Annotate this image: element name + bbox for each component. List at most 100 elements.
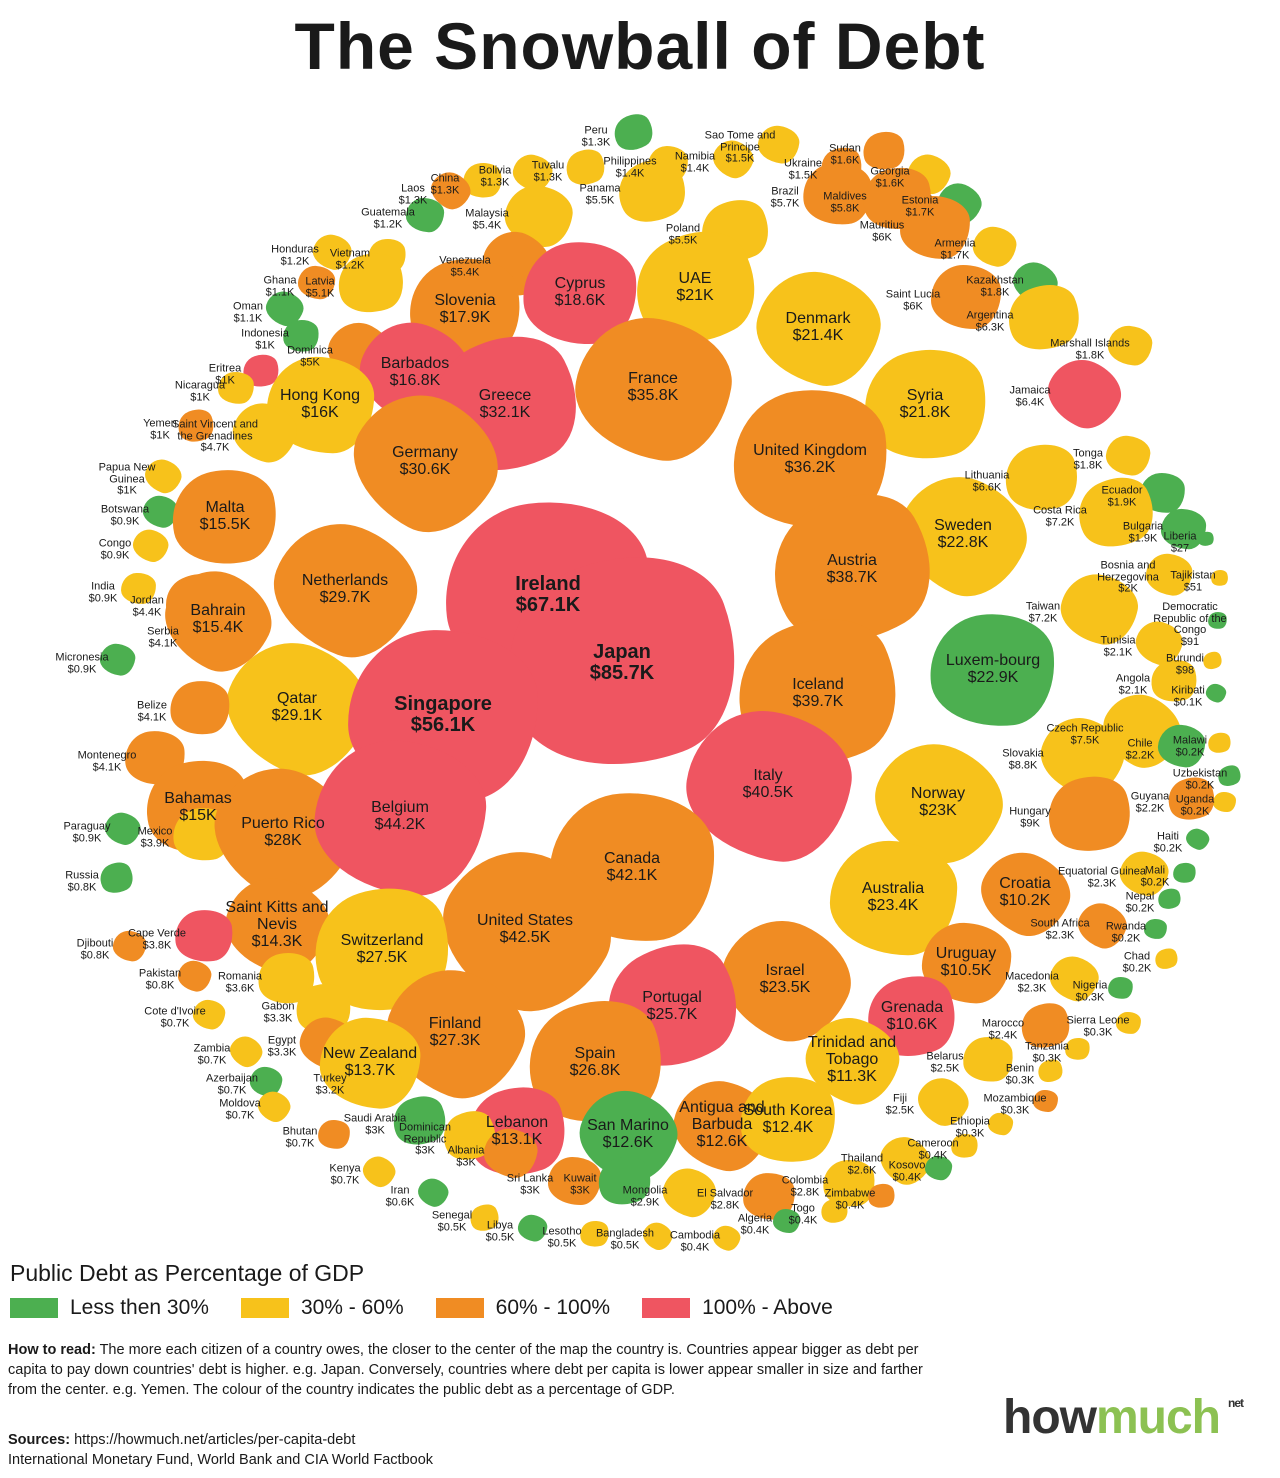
sources-url[interactable]: https://howmuch.net/articles/per-capita-…: [70, 1432, 356, 1448]
country-debt-per-capita: $1.7K: [940, 249, 970, 261]
country-debt-per-capita: $0.4K: [892, 1171, 922, 1183]
country-label-czech-republic: Czech Republic $7.5K: [1046, 723, 1123, 746]
country-name: Mozambique: [983, 1092, 1047, 1105]
country-label-antigua-and-barbuda: Antigua and Barbuda $12.6K: [657, 1099, 787, 1150]
country-label-haiti: Haiti $0.2K: [1154, 831, 1183, 854]
country-name: Mongolia: [622, 1184, 668, 1197]
country-name: Sierra Leone: [1066, 1014, 1130, 1027]
country-debt-per-capita: $51: [1183, 581, 1203, 593]
country-name: Peru: [584, 124, 608, 137]
country-label-mauritius: Mauritius $6K: [860, 220, 905, 243]
country-shape-tonga: [1104, 434, 1152, 478]
country-debt-per-capita: $3.3K: [263, 1012, 293, 1024]
country-label-bangladesh: Bangladesh $0.5K: [596, 1228, 654, 1251]
country-label-el-salvador: El Salvador $2.8K: [697, 1188, 753, 1211]
country-label-peru: Peru $1.3K: [582, 125, 611, 148]
country-label-uganda: Uganda $0.2K: [1176, 794, 1215, 817]
country-debt-per-capita: $0.7K: [217, 1084, 247, 1096]
country-debt-per-capita: $1.2K: [373, 218, 403, 230]
country-debt-per-capita: $1.7K: [905, 206, 935, 218]
country-debt-per-capita: $2.3K: [1045, 929, 1075, 941]
country-debt-per-capita: $0.7K: [197, 1054, 227, 1066]
country-label-ethiopia: Ethiopia $0.3K: [950, 1116, 990, 1139]
country-debt-per-capita: $22.9K: [967, 669, 1019, 686]
country-debt-per-capita: $0.3K: [1000, 1104, 1030, 1116]
country-debt-per-capita: $0.9K: [88, 592, 118, 604]
legend-label: 100% - Above: [702, 1296, 833, 1319]
legend-swatch-orange: [435, 1298, 484, 1318]
country-debt-per-capita: $3K: [365, 1124, 385, 1136]
country-debt-per-capita: $3.9K: [140, 837, 170, 849]
country-name: Tunisia: [1100, 634, 1136, 647]
country-debt-per-capita: $3.6K: [225, 982, 255, 994]
how-to-read-label: How to read:: [8, 1342, 96, 1358]
country-label-cyprus: Cyprus $18.6K: [555, 275, 606, 310]
country-name: South Africa: [1030, 917, 1090, 930]
country-debt-per-capita: $3.3K: [267, 1046, 297, 1058]
country-label-russia: Russia $0.8K: [65, 870, 99, 893]
country-label-armenia: Armenia $1.7K: [935, 238, 976, 261]
country-debt-per-capita: $1.1K: [233, 312, 263, 324]
country-label-mali: Mali $0.2K: [1141, 865, 1170, 888]
country-name: Macedonia: [1005, 970, 1059, 983]
country-debt-per-capita: $22.8K: [937, 534, 989, 551]
country-name: Slovakia: [1002, 747, 1044, 760]
country-label-ireland: Ireland $67.1K: [515, 574, 581, 616]
country-debt-per-capita: $0.3K: [1032, 1052, 1062, 1064]
country-label-libya: Libya $0.5K: [486, 1220, 515, 1243]
country-debt-per-capita: $6.4K: [1015, 396, 1045, 408]
country-name: Jordan: [130, 594, 164, 607]
country-name: Eritrea: [208, 362, 242, 375]
country-debt-per-capita: $26.8K: [569, 1062, 621, 1079]
country-debt-per-capita: $0.4K: [835, 1199, 865, 1211]
country-label-trinidad-and-tobago: Trinidad and Tobago $11.3K: [787, 1034, 917, 1085]
country-label-kenya: Kenya $0.7K: [329, 1163, 360, 1186]
legend-item-orange: 60% - 100%: [435, 1296, 610, 1320]
country-label-iran: Iran $0.6K: [386, 1185, 415, 1208]
country-label-kuwait: Kuwait $3K: [563, 1173, 596, 1196]
country-name: Bosnia and Herzegovina: [1097, 559, 1159, 584]
country-debt-per-capita: $21.8K: [899, 404, 951, 421]
country-name: Armenia: [934, 237, 976, 250]
country-name: Vietnam: [329, 247, 371, 260]
country-name: Guyana: [1130, 790, 1170, 803]
country-debt-per-capita: $1.8K: [1075, 349, 1105, 361]
country-debt-per-capita: $21K: [676, 287, 714, 304]
infographic-title: The Snowball of Debt: [294, 9, 986, 83]
country-name: Israel: [765, 962, 805, 980]
country-debt-per-capita: $32.1K: [479, 404, 531, 421]
country-debt-per-capita: $1K: [190, 391, 210, 403]
country-label-romania: Romania $3.6K: [218, 971, 262, 994]
country-label-bolivia: Bolivia $1.3K: [479, 165, 511, 188]
country-name: Kosovo: [888, 1159, 926, 1172]
country-name: Austria: [827, 552, 877, 570]
country-label-rwanda: Rwanda $0.2K: [1106, 921, 1146, 944]
country-name: Colombia: [781, 1174, 829, 1187]
country-debt-per-capita: $3K: [415, 1144, 435, 1157]
country-debt-per-capita: $3K: [570, 1184, 590, 1196]
country-debt-per-capita: $7.2K: [1028, 612, 1058, 624]
legend-swatch-red: [642, 1298, 691, 1318]
country-debt-per-capita: $2.6K: [847, 1164, 877, 1176]
country-name: Gabon: [261, 1000, 295, 1013]
country-name: Saint Kitts and Nevis: [225, 898, 329, 933]
country-label-algeria: Algeria $0.4K: [738, 1213, 772, 1236]
country-debt-per-capita: $1.3K: [480, 176, 510, 188]
howmuch-logo: howmuch net: [1003, 1391, 1244, 1444]
legend-label: 30% - 60%: [300, 1296, 404, 1319]
country-label-netherlands: Netherlands $29.7K: [302, 572, 388, 607]
sources-line2: International Monetary Fund, World Bank …: [8, 1452, 434, 1468]
country-label-egypt: Egypt $3.3K: [268, 1035, 297, 1058]
country-name: Uzbekistan: [1172, 767, 1228, 780]
country-label-singapore: Singapore $56.1K: [394, 694, 492, 736]
country-debt-per-capita: $2.1K: [1103, 646, 1133, 658]
country-debt-per-capita: $0.5K: [610, 1239, 640, 1251]
country-name: Latvia: [305, 275, 335, 288]
country-label-serbia: Serbia $4.1K: [147, 626, 179, 649]
country-debt-per-capita: $1.2K: [335, 259, 365, 271]
country-name: Oman: [233, 300, 263, 313]
country-name: Pakistan: [138, 967, 182, 980]
country-label-barbados: Barbados $16.8K: [381, 355, 450, 390]
country-debt-per-capita: $8.8K: [1008, 759, 1038, 771]
country-shape-nigeria: [1106, 975, 1135, 1001]
